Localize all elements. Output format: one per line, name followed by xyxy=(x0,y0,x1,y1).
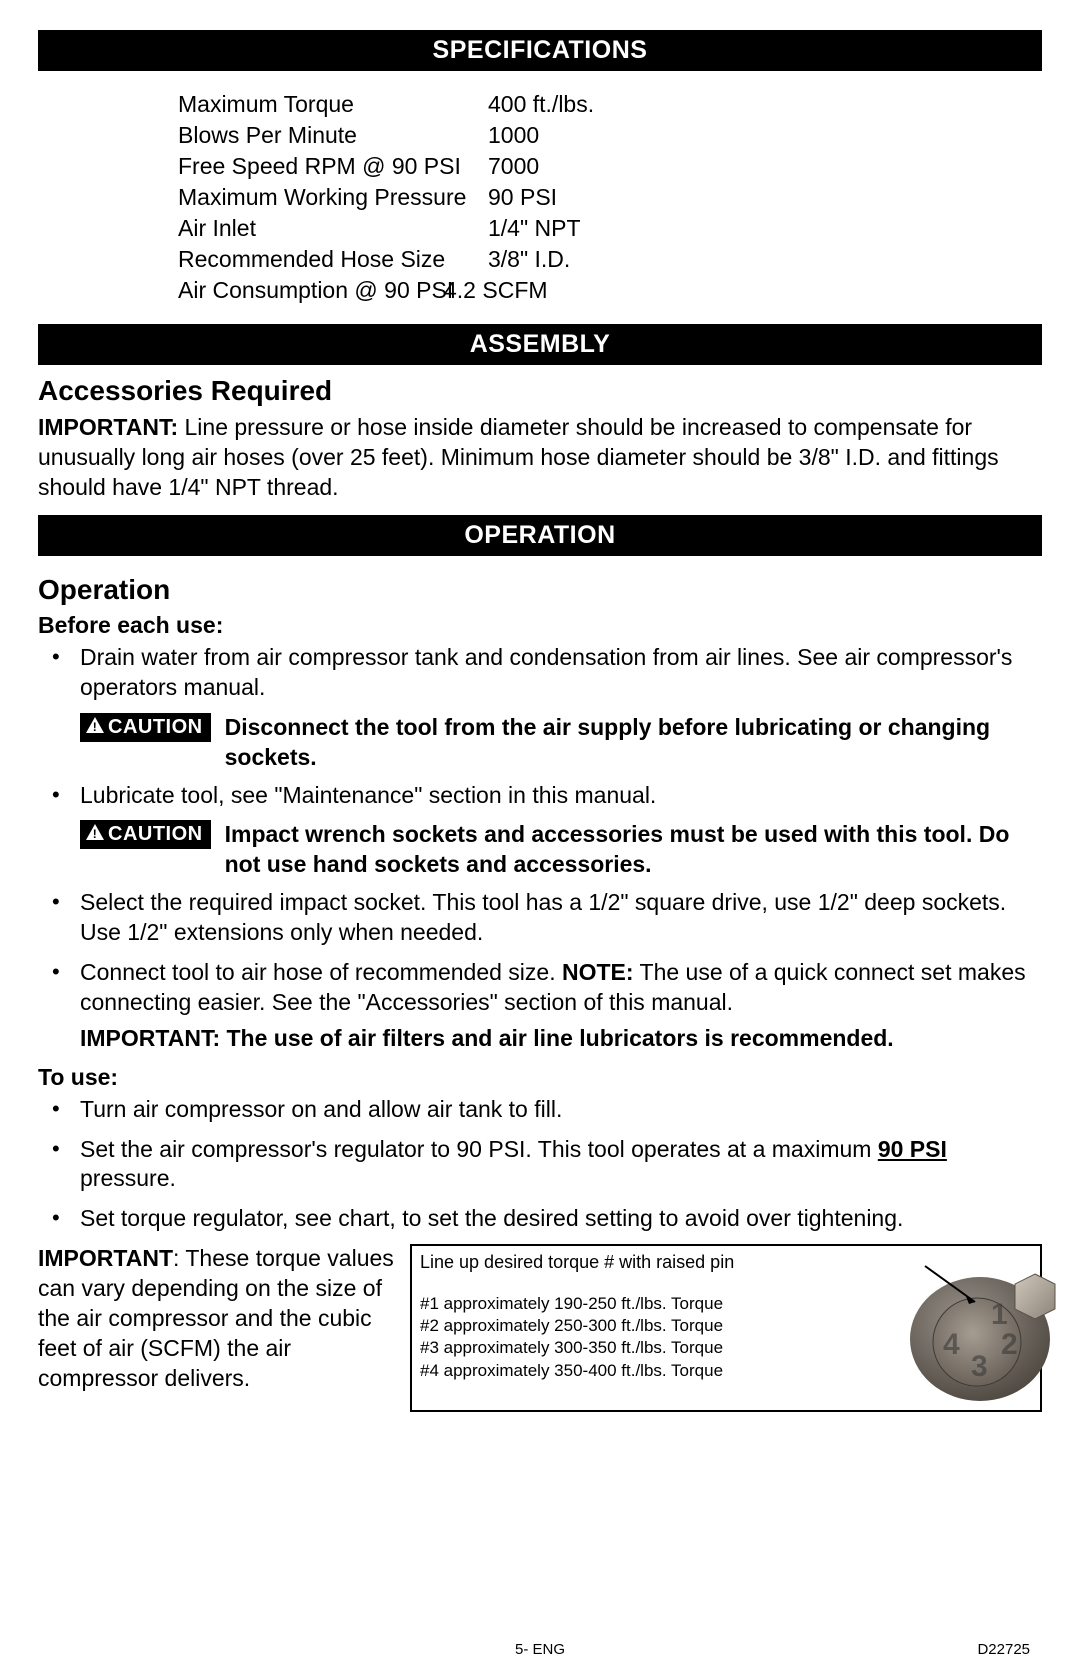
spec-value: 1/4" NPT xyxy=(488,213,581,244)
important-text: Line pressure or hose inside diameter sh… xyxy=(38,414,999,500)
spec-label: Blows Per Minute xyxy=(178,120,488,151)
caution-badge: ! CAUTION xyxy=(80,713,211,742)
important-label: IMPORTANT xyxy=(38,1245,173,1271)
assembly-important-para: IMPORTANT: Line pressure or hose inside … xyxy=(38,413,1042,503)
svg-text:!: ! xyxy=(93,827,98,840)
caution-row: ! CAUTION Disconnect the tool from the a… xyxy=(80,713,1042,773)
torque-section: IMPORTANT: These torque values can vary … xyxy=(38,1244,1042,1412)
psi-value: 90 PSI xyxy=(878,1136,947,1162)
spec-value: 7000 xyxy=(488,151,539,182)
svg-text:4: 4 xyxy=(943,1328,960,1361)
spec-value: 3/8" I.D. xyxy=(488,244,570,275)
caution-badge: ! CAUTION xyxy=(80,820,211,849)
section-header-specifications: SPECIFICATIONS xyxy=(38,30,1042,71)
spec-row: Air Inlet 1/4" NPT xyxy=(178,213,1042,244)
spec-row: Blows Per Minute 1000 xyxy=(178,120,1042,151)
spec-row: Maximum Working Pressure 90 PSI xyxy=(178,182,1042,213)
spec-value: 400 ft./lbs. xyxy=(488,89,594,120)
subheading-accessories: Accessories Required xyxy=(38,375,1042,407)
list-item: Connect tool to air hose of recommended … xyxy=(38,958,1042,1054)
section-header-assembly: ASSEMBLY xyxy=(38,324,1042,365)
note-label: NOTE: xyxy=(562,959,634,985)
list-item: Drain water from air compressor tank and… xyxy=(38,643,1042,703)
footer-doc-id: D22725 xyxy=(977,1641,1030,1658)
svg-text:!: ! xyxy=(93,720,98,733)
torque-chart-box: Line up desired torque # with raised pin… xyxy=(410,1244,1042,1412)
svg-text:1: 1 xyxy=(991,1298,1008,1331)
spec-label: Maximum Torque xyxy=(178,89,488,120)
spec-label: Recommended Hose Size xyxy=(178,244,488,275)
spec-value: 1000 xyxy=(488,120,539,151)
spec-value: 4.2 SCFM xyxy=(444,275,548,306)
important-filters: IMPORTANT: The use of air filters and ai… xyxy=(80,1024,1042,1054)
list-item: Set torque regulator, see chart, to set … xyxy=(38,1204,1042,1234)
torque-dial-icon: 1 2 3 4 xyxy=(905,1254,1060,1404)
subheading-operation: Operation xyxy=(38,574,1042,606)
list-item: Lubricate tool, see "Maintenance" sectio… xyxy=(38,781,1042,811)
to-use-list: Turn air compressor on and allow air tan… xyxy=(38,1095,1042,1235)
to-use-label: To use: xyxy=(38,1064,1042,1091)
caution-row: ! CAUTION Impact wrench sockets and acce… xyxy=(80,820,1042,880)
caution-text: Impact wrench sockets and accessories mu… xyxy=(225,820,1042,880)
before-use-list-2: Lubricate tool, see "Maintenance" sectio… xyxy=(38,781,1042,811)
list-item: Select the required impact socket. This … xyxy=(38,888,1042,948)
caution-label: CAUTION xyxy=(108,823,203,846)
spec-row: Free Speed RPM @ 90 PSI 7000 xyxy=(178,151,1042,182)
spec-value: 90 PSI xyxy=(488,182,557,213)
warning-icon: ! xyxy=(86,823,104,846)
svg-text:2: 2 xyxy=(1001,1328,1018,1361)
list-item: Turn air compressor on and allow air tan… xyxy=(38,1095,1042,1125)
before-use-list: Drain water from air compressor tank and… xyxy=(38,643,1042,703)
spec-label: Maximum Working Pressure xyxy=(178,182,488,213)
specifications-table: Maximum Torque 400 ft./lbs. Blows Per Mi… xyxy=(178,89,1042,306)
list-item: Set the air compressor's regulator to 90… xyxy=(38,1135,1042,1195)
spec-row: Maximum Torque 400 ft./lbs. xyxy=(178,89,1042,120)
important-label: IMPORTANT: xyxy=(38,414,178,440)
warning-icon: ! xyxy=(86,716,104,739)
spec-label: Air Consumption @ 90 PSI xyxy=(178,275,488,306)
spec-row: Air Consumption @ 90 PSI 4.2 SCFM xyxy=(178,275,1042,306)
footer-page-number: 5- ENG xyxy=(515,1641,565,1658)
before-each-use-label: Before each use: xyxy=(38,612,1042,639)
spec-label: Air Inlet xyxy=(178,213,488,244)
spec-label: Free Speed RPM @ 90 PSI xyxy=(178,151,488,182)
section-header-operation: OPERATION xyxy=(38,515,1042,556)
caution-text: Disconnect the tool from the air supply … xyxy=(225,713,1042,773)
caution-label: CAUTION xyxy=(108,716,203,739)
svg-text:3: 3 xyxy=(971,1350,988,1383)
before-use-list-3: Select the required impact socket. This … xyxy=(38,888,1042,1053)
spec-row: Recommended Hose Size 3/8" I.D. xyxy=(178,244,1042,275)
torque-important-note: IMPORTANT: These torque values can vary … xyxy=(38,1244,398,1412)
